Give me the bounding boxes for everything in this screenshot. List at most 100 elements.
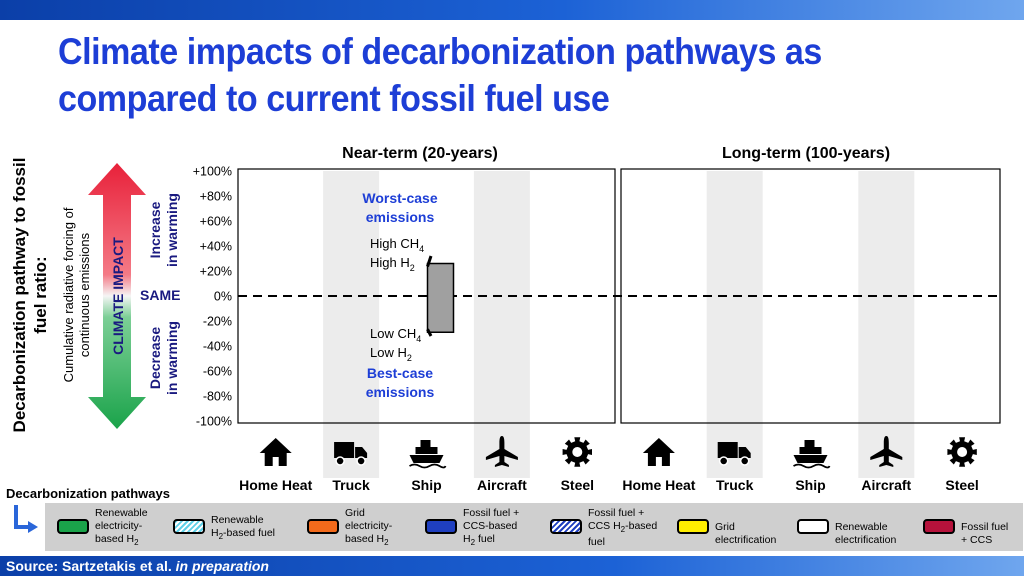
legend-label: Renewable electrification [835, 521, 897, 546]
ship-deck [799, 447, 822, 454]
truck-body [717, 442, 738, 458]
ship-bridge [420, 440, 431, 447]
truck-wheel [739, 456, 750, 466]
legend-label: Grid electrification [715, 521, 777, 546]
truck-icon [717, 442, 751, 466]
legend-swatch [677, 519, 709, 534]
y-tick-label: +40% [200, 240, 232, 254]
best-case-label: Best-case [367, 365, 433, 381]
house-icon [259, 438, 292, 466]
category-label: Truck [332, 477, 370, 493]
category-column-shade [323, 171, 380, 478]
truck-body [334, 442, 355, 458]
category-label: Aircraft [861, 477, 911, 493]
gear-icon [562, 437, 592, 467]
house-icon [642, 438, 675, 466]
ship-wave [409, 463, 447, 469]
legend-swatch [307, 519, 339, 534]
long-term-header: Long-term (100-years) [721, 145, 891, 162]
worst-case-label-line2: emissions [366, 209, 435, 225]
y-tick-label: -100% [196, 415, 232, 429]
high-h2-label: High H2 [370, 255, 415, 273]
gear-icon [947, 437, 977, 467]
legend-swatch [173, 519, 205, 534]
source-prefix: Source: Sartzetakis et al. [6, 558, 172, 574]
house-shape [259, 438, 292, 466]
truck-wheel [356, 456, 366, 466]
y-tick-label: -40% [203, 340, 232, 354]
ship-deck [415, 447, 438, 454]
low-ch4-label: Low CH4 [370, 326, 421, 344]
category-label: Home Heat [239, 477, 312, 493]
category-label: Aircraft [477, 477, 527, 493]
legend-label: Fossil fuel + CCS [961, 521, 1009, 546]
legend-swatch [57, 519, 89, 534]
high-connector-line [426, 255, 433, 267]
slide-title: Climate impacts of decarbonization pathw… [58, 28, 923, 122]
y-tick-label: -20% [203, 315, 232, 329]
ship-bridge [804, 440, 815, 447]
legend-swatch [425, 519, 457, 534]
low-h2-label: Low H2 [370, 345, 412, 363]
same-label: SAME [140, 287, 181, 303]
truck-cab [355, 447, 368, 458]
climate-impact-arrow [88, 163, 146, 429]
truck-cab [738, 447, 751, 458]
legend-label: Fossil fuel + CCS H2-based fuel [588, 507, 658, 549]
y-tick-label: +80% [200, 190, 232, 204]
ship-hull [409, 455, 444, 463]
y-tick-label: +60% [200, 215, 232, 229]
ship-icon [793, 440, 831, 469]
range-bar [426, 262, 455, 333]
title-line-2: compared to current fossil fuel use [58, 78, 610, 119]
truck-icon [334, 442, 368, 466]
truck-wheel [335, 456, 345, 466]
category-label: Steel [561, 477, 594, 493]
ship-wave [793, 463, 831, 469]
y-tick-label: 0% [214, 290, 232, 304]
category-column-shade [706, 171, 763, 478]
chart-area: +100% +80% +60% +40% +20% 0% -20% -40% -60% -80% -… [193, 165, 1001, 493]
legend-label: Grid electricity-based H2 [345, 507, 393, 548]
ship-icon [409, 440, 447, 469]
low-connector-line [426, 328, 433, 337]
legend-label: Renewable electricity-based H2 [95, 507, 148, 548]
house-shape [642, 438, 675, 466]
title-line-1: Climate impacts of decarbonization pathw… [58, 31, 822, 72]
gear-hole [957, 447, 968, 457]
aircraft-icon [870, 436, 903, 467]
category-label: Home Heat [622, 477, 695, 493]
near-term-header: Near-term (20-years) [342, 145, 498, 162]
gear-hole [572, 447, 583, 457]
category-label: Truck [716, 477, 754, 493]
legend-title: Decarbonization pathways [6, 486, 170, 501]
legend-swatch [923, 519, 955, 534]
ship-hull [793, 455, 828, 463]
y-tick-label: +20% [200, 265, 232, 279]
legend-box: Renewable electricity-based H2 Renewable H2… [45, 503, 1023, 551]
corner-arrow-icon [14, 505, 38, 533]
best-case-label-line2: emissions [366, 384, 435, 400]
high-ch4-label: High CH4 [370, 236, 424, 254]
category-column-shade [473, 171, 530, 478]
truck-wheel [718, 456, 729, 466]
category-column-shade [858, 171, 915, 478]
top-banner [0, 0, 1024, 20]
plane-shape [485, 436, 518, 467]
source-italic: in preparation [175, 558, 269, 574]
legend-label: Renewable H2-based fuel [211, 514, 275, 542]
category-label: Ship [795, 477, 825, 493]
aircraft-icon [485, 436, 518, 467]
y-tick-label: -80% [203, 390, 232, 404]
legend-label: Fossil fuel + CCS-based H2 fuel [463, 507, 520, 548]
worst-case-label: Worst-case [362, 190, 437, 206]
plane-shape [870, 436, 903, 467]
source-bar: Source: Sartzetakis et al. in preparatio… [0, 556, 1024, 576]
y-tick-label: -60% [203, 365, 232, 379]
source-text: Source: Sartzetakis et al. in preparatio… [6, 558, 269, 574]
category-label: Steel [945, 477, 978, 493]
y-tick-label: +100% [193, 165, 232, 179]
legend-swatch [797, 519, 829, 534]
category-label: Ship [411, 477, 441, 493]
legend-swatch [550, 519, 582, 534]
